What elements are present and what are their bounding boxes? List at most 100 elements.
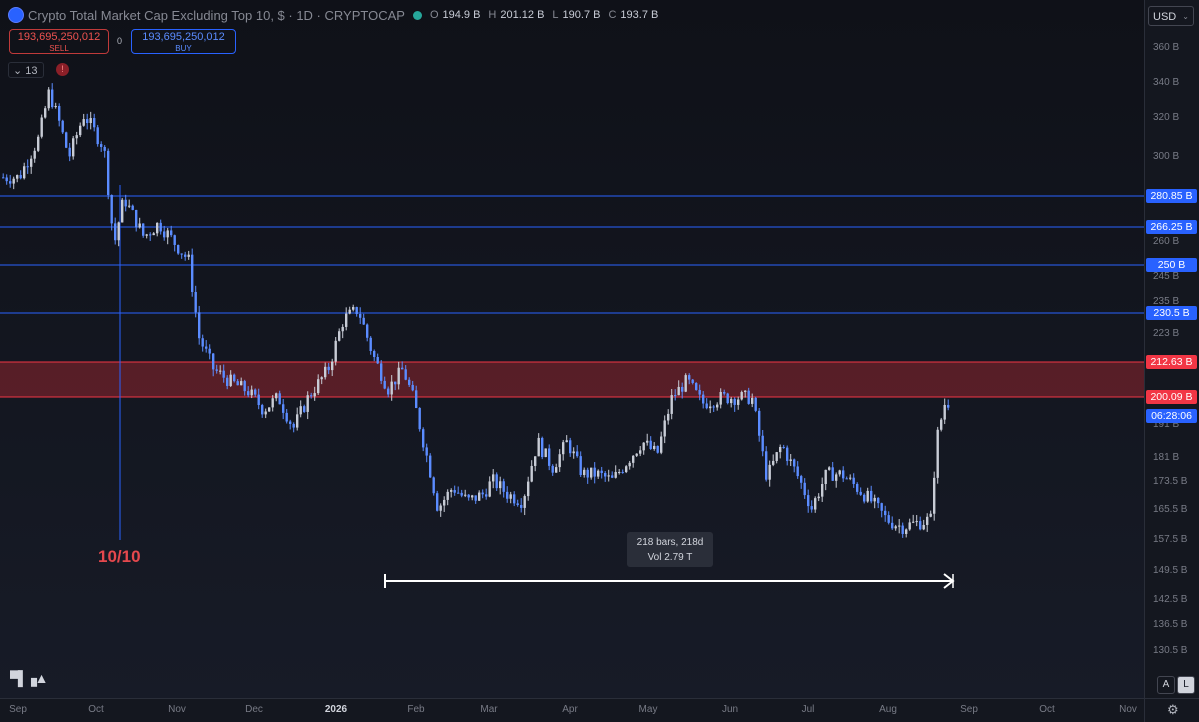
candlestick-chart[interactable] <box>0 0 1144 698</box>
candle-body <box>562 442 565 455</box>
sell-label: SELL <box>49 44 69 53</box>
price-tag-label[interactable]: 280.85 B <box>1146 189 1197 203</box>
candle-body <box>275 393 278 399</box>
candle-body <box>891 522 894 529</box>
price-tag-label[interactable]: 200.09 B <box>1146 390 1197 404</box>
candle-body <box>681 386 684 392</box>
candle-body <box>341 326 344 332</box>
candle-body <box>429 455 432 478</box>
candle-body <box>79 125 82 136</box>
price-tick-label: 173.5 B <box>1153 476 1188 487</box>
symbol-icon[interactable] <box>8 7 24 23</box>
candle-body <box>394 381 397 385</box>
candle-body <box>278 393 281 405</box>
candle-body <box>54 105 57 108</box>
candle-body <box>775 452 778 461</box>
candle-body <box>583 469 586 475</box>
candle-body <box>481 492 484 495</box>
candle-body <box>639 450 642 454</box>
price-axis[interactable] <box>1144 0 1199 698</box>
candle-body <box>684 375 687 392</box>
auto-scale-button[interactable]: A <box>1157 676 1175 694</box>
candle-body <box>761 435 764 452</box>
candle-body <box>425 447 428 456</box>
candle-body <box>184 254 187 257</box>
candle-body <box>499 481 502 489</box>
candle-body <box>415 390 418 409</box>
price-tag-label[interactable]: 266.25 B <box>1146 220 1197 234</box>
date-annotation[interactable]: 10/10 <box>98 547 141 566</box>
candle-body <box>30 158 33 167</box>
candle-body <box>250 389 253 396</box>
candle-body <box>530 465 533 482</box>
price-tag-label[interactable]: 230.5 B <box>1146 306 1197 320</box>
candle-body <box>852 477 855 484</box>
price-tick-label: 245 B <box>1153 271 1180 283</box>
candle-body <box>940 419 943 430</box>
candle-body <box>919 521 922 530</box>
candle-body <box>611 475 614 478</box>
candle-body <box>268 407 271 412</box>
candle-body <box>233 374 236 382</box>
candle-body <box>422 429 425 448</box>
sell-button[interactable]: 193,695,250,012 SELL <box>9 29 109 54</box>
warning-icon[interactable]: ! <box>56 63 69 76</box>
candle-body <box>215 369 218 371</box>
candle-body <box>691 379 694 384</box>
candle-body <box>212 353 215 370</box>
candle-body <box>327 366 330 371</box>
candle-body <box>222 370 225 378</box>
candle-body <box>817 496 820 499</box>
candle-body <box>744 390 747 393</box>
candle-body <box>863 494 866 502</box>
price-tick-label: 223 B <box>1153 327 1180 339</box>
candle-body <box>240 381 243 386</box>
candle-body <box>103 146 106 151</box>
chart-legend: Crypto Total Market Cap Excluding Top 10… <box>8 7 662 23</box>
candle-body <box>138 223 141 228</box>
candle-body <box>163 231 166 238</box>
candle-body <box>786 447 789 461</box>
candle-body <box>933 477 936 514</box>
log-scale-button[interactable]: L <box>1177 676 1195 694</box>
time-tick-label: Dec <box>245 704 263 715</box>
candle-body <box>152 233 155 236</box>
candle-body <box>845 478 848 480</box>
price-tag-label[interactable]: 250 B <box>1146 258 1197 272</box>
currency-select[interactable]: USD ⌄ <box>1148 6 1194 26</box>
candle-body <box>177 244 180 254</box>
price-tick-label: 165.5 B <box>1153 504 1188 515</box>
candle-body <box>922 524 925 530</box>
indicators-toggle[interactable]: ⌄ 13 <box>8 62 44 78</box>
candle-body <box>44 108 47 118</box>
candle-body <box>523 496 526 508</box>
buy-button[interactable]: 193,695,250,012 BUY <box>131 29 236 54</box>
candle-body <box>5 177 8 182</box>
candle-body <box>19 175 22 179</box>
candle-body <box>579 456 582 475</box>
candle-body <box>632 455 635 463</box>
candle-body <box>838 470 841 475</box>
candle-body <box>289 421 292 424</box>
candle-body <box>93 118 96 128</box>
gear-icon[interactable]: ⚙ <box>1167 702 1179 717</box>
candle-body <box>285 412 288 422</box>
time-tick-label: Nov <box>168 704 186 715</box>
candle-body <box>348 309 351 314</box>
time-tick-label: 2026 <box>324 704 348 715</box>
chart-title[interactable]: Crypto Total Market Cap Excluding Top 10… <box>28 7 405 23</box>
price-tag-label[interactable]: 06:28:06 <box>1146 409 1197 423</box>
price-tag-label[interactable]: 212.63 B <box>1146 355 1197 369</box>
candle-body <box>698 389 701 395</box>
time-axis[interactable] <box>0 698 1144 722</box>
candle-body <box>884 510 887 516</box>
candle-body <box>705 403 708 409</box>
candle-body <box>16 175 19 179</box>
chevron-down-icon: ⌄ <box>1182 12 1189 21</box>
candle-body <box>292 423 295 428</box>
time-tick-label: Jul <box>801 704 815 715</box>
candle-body <box>947 404 950 408</box>
tradingview-logo-icon[interactable]: ▀▌▗▲ <box>10 670 48 686</box>
candle-body <box>247 391 250 396</box>
candle-body <box>670 395 673 414</box>
